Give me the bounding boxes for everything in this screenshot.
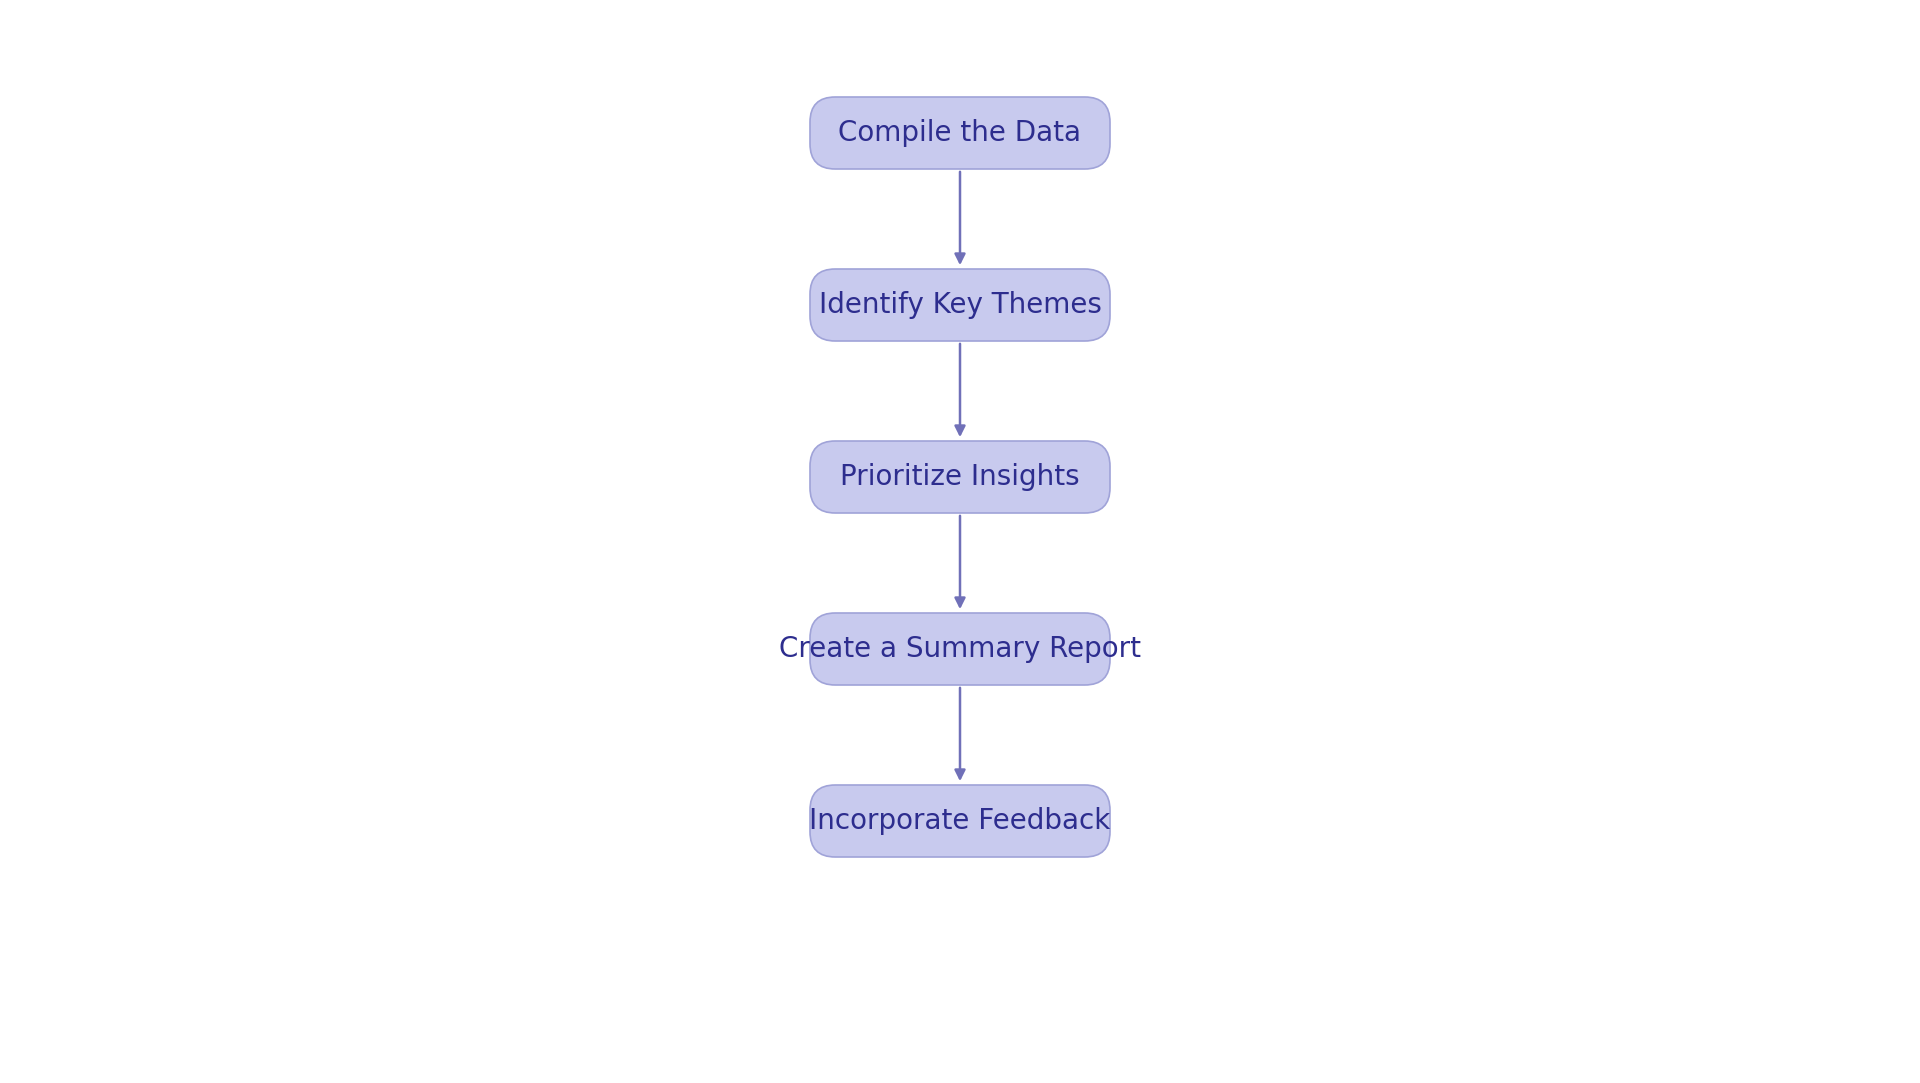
Text: Compile the Data: Compile the Data bbox=[839, 119, 1081, 147]
FancyBboxPatch shape bbox=[810, 785, 1110, 857]
FancyBboxPatch shape bbox=[810, 269, 1110, 341]
FancyBboxPatch shape bbox=[810, 613, 1110, 686]
Text: Create a Summary Report: Create a Summary Report bbox=[780, 635, 1140, 663]
Text: Prioritize Insights: Prioritize Insights bbox=[841, 464, 1079, 491]
FancyBboxPatch shape bbox=[810, 97, 1110, 169]
Text: Identify Key Themes: Identify Key Themes bbox=[818, 291, 1102, 319]
FancyBboxPatch shape bbox=[810, 441, 1110, 513]
Text: Incorporate Feedback: Incorporate Feedback bbox=[810, 807, 1110, 835]
